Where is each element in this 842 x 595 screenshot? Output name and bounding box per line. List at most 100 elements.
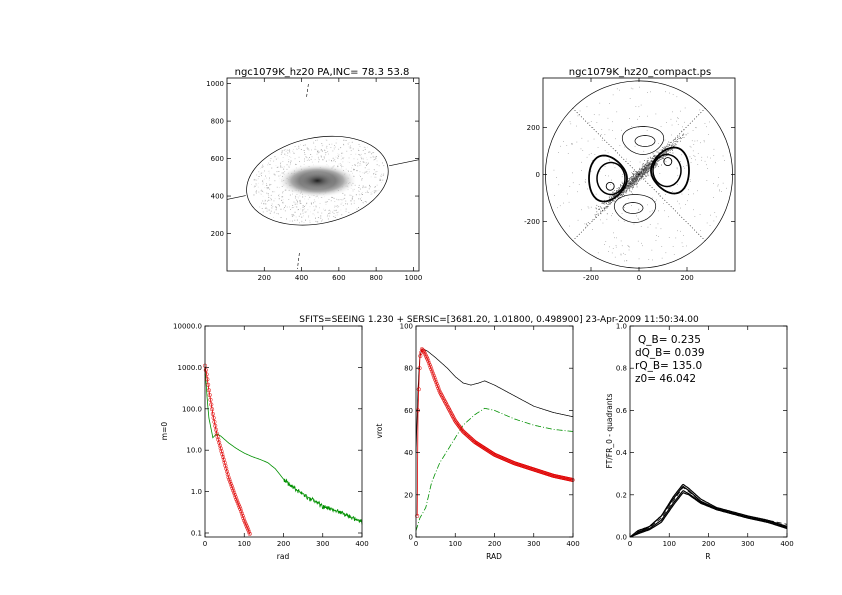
image-noise-pixel <box>291 207 293 209</box>
contour-scatter-point <box>636 176 637 177</box>
profile-series-green <box>204 367 363 525</box>
image-noise-pixel <box>256 179 258 181</box>
image-noise-pixel <box>314 214 315 216</box>
image-noise-pixel <box>334 145 335 146</box>
contour-scatter-point <box>610 184 611 185</box>
contour-scatter-point <box>624 187 626 189</box>
contour-scatter-point <box>684 121 685 123</box>
contour-scatter-point <box>645 171 647 173</box>
contour-scatter-point <box>659 154 661 156</box>
contour-scatter-point <box>726 187 727 189</box>
image-noise-pixel <box>333 158 335 160</box>
contour-ytick-label: -200 <box>524 218 540 226</box>
contour-scatter-point <box>637 177 638 179</box>
contour-scatter-point <box>609 203 611 205</box>
image-noise-pixel <box>370 157 372 159</box>
contour-scatter-point <box>676 141 678 143</box>
image-noise-pixel <box>270 197 271 199</box>
image-noise-pixel <box>266 188 268 190</box>
image-noise-pixel <box>326 148 328 149</box>
contour-scatter-point <box>651 158 653 160</box>
image-noise-pixel <box>296 199 298 201</box>
contour-scatter-point <box>641 242 642 244</box>
contour-scatter-point <box>612 191 613 193</box>
contour-scatter-point <box>645 164 646 166</box>
image-noise-pixel <box>276 207 277 209</box>
image-noise-pixel <box>290 160 292 161</box>
image-noise-pixel <box>269 164 271 165</box>
torque-ytick-label: 0.8 <box>616 365 627 373</box>
contour-scatter-point <box>642 172 644 173</box>
contour-scatter-point <box>610 202 611 204</box>
contour-scatter-point <box>658 210 659 212</box>
thin-lobe-bottom <box>613 194 657 223</box>
rotation-ytick-label: 100 <box>400 323 413 331</box>
contour-scatter-point <box>632 180 634 182</box>
image-xtick-label: 600 <box>332 274 345 282</box>
contour-scatter-point <box>657 159 658 161</box>
contour-scatter-point <box>607 117 609 119</box>
image-noise-pixel <box>278 204 280 206</box>
image-noise-pixel <box>258 171 260 173</box>
image-noise-pixel <box>301 220 303 222</box>
contour-scatter-point <box>673 146 674 147</box>
image-noise-pixel <box>283 166 285 168</box>
contour-scatter-point <box>644 160 645 161</box>
image-noise-pixel <box>292 150 294 152</box>
contour-scatter-point <box>627 180 629 182</box>
profile-red-marker <box>244 523 249 529</box>
contour-scatter-point <box>621 245 623 247</box>
image-noise-pixel <box>359 164 361 166</box>
image-noise-pixel <box>322 219 323 221</box>
contour-scatter-point <box>651 249 653 251</box>
image-noise-pixel <box>319 203 321 204</box>
image-noise-pixel <box>320 149 322 151</box>
image-noise-pixel <box>306 202 308 204</box>
image-noise-pixel <box>341 202 343 204</box>
contour-scatter-point <box>624 146 626 148</box>
contour-scatter-point <box>598 114 600 116</box>
image-noise-pixel <box>327 151 329 153</box>
image-noise-pixel <box>280 208 282 210</box>
contour-scatter-point <box>626 260 628 262</box>
profile-red-marker <box>218 446 223 451</box>
image-noise-pixel <box>320 217 322 219</box>
contour-scatter-point <box>605 206 607 208</box>
image-noise-pixel <box>373 192 375 194</box>
torque-xtick-label: 0 <box>628 540 632 548</box>
image-noise-pixel <box>324 157 325 159</box>
contour-scatter-point <box>631 191 632 193</box>
image-noise-pixel <box>376 184 378 186</box>
contour-scatter-point <box>624 190 626 192</box>
contour-scatter-point <box>690 162 692 163</box>
contour-scatter-point <box>646 169 648 171</box>
contour-scatter-point <box>628 187 630 188</box>
contour-scatter-point <box>663 203 664 204</box>
contour-scatter-point <box>660 228 662 230</box>
contour-scatter-point <box>581 137 583 139</box>
image-noise-pixel <box>342 205 344 206</box>
contour-scatter-point <box>613 232 614 234</box>
image-noise-pixel <box>332 211 334 213</box>
image-noise-pixel <box>308 149 310 151</box>
image-noise-pixel <box>302 209 304 211</box>
contour-scatter-point <box>621 185 622 187</box>
contour-scatter-point <box>638 258 640 260</box>
image-noise-pixel <box>317 217 319 218</box>
image-noise-pixel <box>343 198 344 200</box>
profile-ytick-label: 100.0 <box>182 405 202 413</box>
contour-scatter-point <box>633 175 634 177</box>
image-noise-pixel <box>304 152 305 154</box>
image-noise-pixel <box>271 207 273 209</box>
contour-scatter-point <box>642 176 644 178</box>
contour-scatter-point <box>641 169 643 171</box>
image-noise-pixel <box>299 201 301 203</box>
contour-scatter-point <box>701 156 703 158</box>
image-noise-pixel <box>361 172 363 174</box>
image-noise-pixel <box>343 157 345 158</box>
contour-scatter-point <box>686 165 688 166</box>
profile-red-marker <box>241 516 246 521</box>
contour-scatter-point <box>650 160 652 162</box>
contour-scatter-point <box>587 188 588 190</box>
image-noise-pixel <box>320 215 322 217</box>
